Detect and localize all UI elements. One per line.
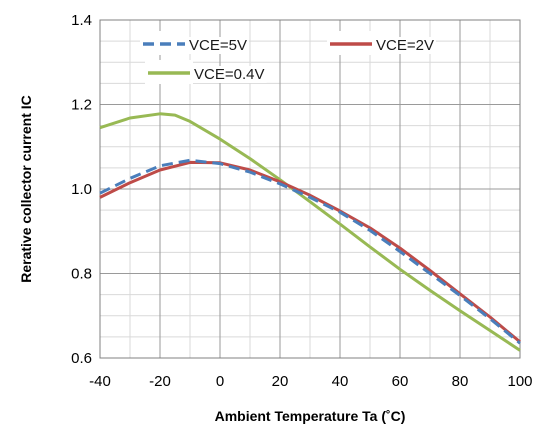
x-tick-label: 60 bbox=[392, 373, 409, 390]
legend-label: VCE=0.4V bbox=[194, 66, 264, 83]
x-tick-label: -20 bbox=[149, 373, 171, 390]
legend-label: VCE=2V bbox=[376, 37, 434, 54]
series-line-vce-2v bbox=[99, 160, 521, 344]
legend-label-bg bbox=[192, 66, 267, 83]
x-tick-label: 80 bbox=[452, 373, 469, 390]
x-tick-label: 100 bbox=[507, 373, 532, 390]
y-tick-label: 1.4 bbox=[71, 12, 92, 29]
plot-area-frame bbox=[99, 19, 521, 359]
series-lines bbox=[99, 112, 521, 352]
y-tick-label: 0.8 bbox=[71, 266, 92, 283]
y-axis-tick-labels: 0.6 0.8 1.0 1.2 1.4 bbox=[71, 12, 92, 367]
y-tick-label: 0.6 bbox=[71, 350, 92, 367]
x-tick-label: 40 bbox=[332, 373, 349, 390]
x-axis-title: Ambient Temperature Ta (˚C) bbox=[215, 408, 406, 424]
legend-label-bg bbox=[374, 37, 436, 54]
x-axis-tick-labels: -40 -20 0 20 40 60 80 100 bbox=[89, 373, 532, 390]
x-tick-label: 0 bbox=[216, 373, 224, 390]
y-axis-title: Rerative collector current IC bbox=[18, 95, 34, 283]
legend-label: VCE=5V bbox=[189, 37, 247, 54]
legend: VCE=5V VCE=2V VCE=0.4V bbox=[140, 31, 436, 84]
x-tick-label: -40 bbox=[89, 373, 111, 390]
series-line-vce-5v bbox=[99, 158, 521, 345]
x-tick-label: 20 bbox=[272, 373, 289, 390]
y-tick-label: 1.0 bbox=[71, 181, 92, 198]
legend-label-bg bbox=[187, 37, 249, 54]
y-tick-label: 1.2 bbox=[71, 97, 92, 114]
